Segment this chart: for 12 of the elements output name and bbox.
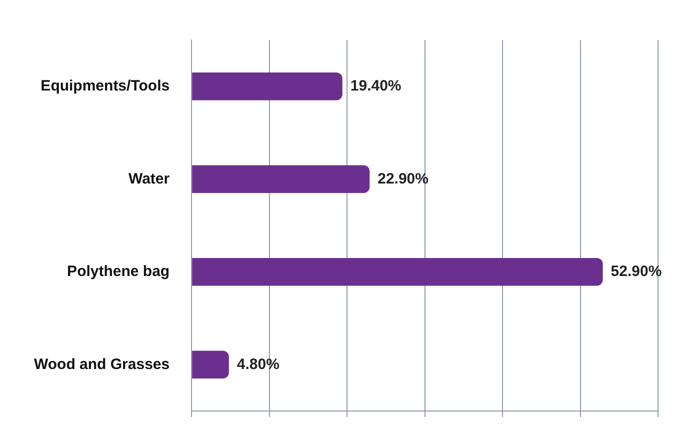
y-tick-label: Wood and Grasses bbox=[34, 356, 170, 373]
data-label: 52.90% bbox=[610, 263, 662, 280]
y-tick-label: Water bbox=[128, 170, 170, 188]
data-label: 19.40% bbox=[350, 78, 402, 95]
bar bbox=[192, 72, 342, 100]
data-label: 4.80% bbox=[236, 356, 280, 373]
bar bbox=[192, 258, 603, 286]
y-tick-label: Polythene bag bbox=[67, 263, 170, 280]
data-label: 22.90% bbox=[378, 170, 428, 188]
y-tick-label: Equipments/Tools bbox=[40, 78, 170, 95]
bar bbox=[192, 350, 229, 379]
bar bbox=[192, 165, 370, 194]
